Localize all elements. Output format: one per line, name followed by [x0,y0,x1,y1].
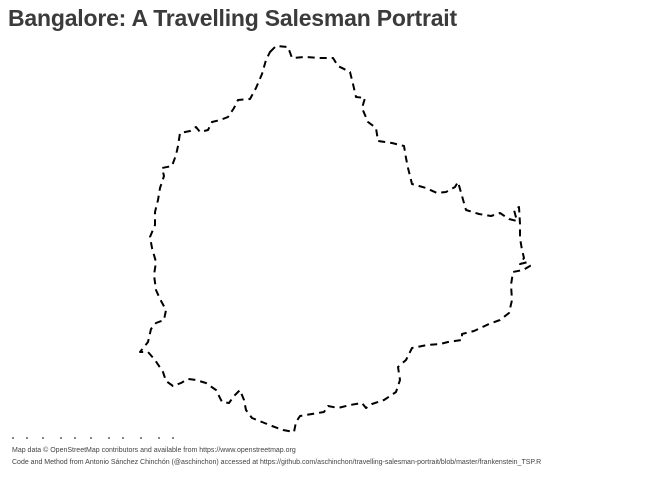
tsp-city-boundary-path [139,45,531,433]
clipped-point-marks [12,437,174,439]
map-title: Bangalore: A Travelling Salesman Portrai… [8,5,457,31]
map-data-credit: Map data © OpenStreetMap contributors an… [12,447,296,454]
code-method-credit: Code and Method from Antonio Sánchez Chi… [12,459,542,466]
